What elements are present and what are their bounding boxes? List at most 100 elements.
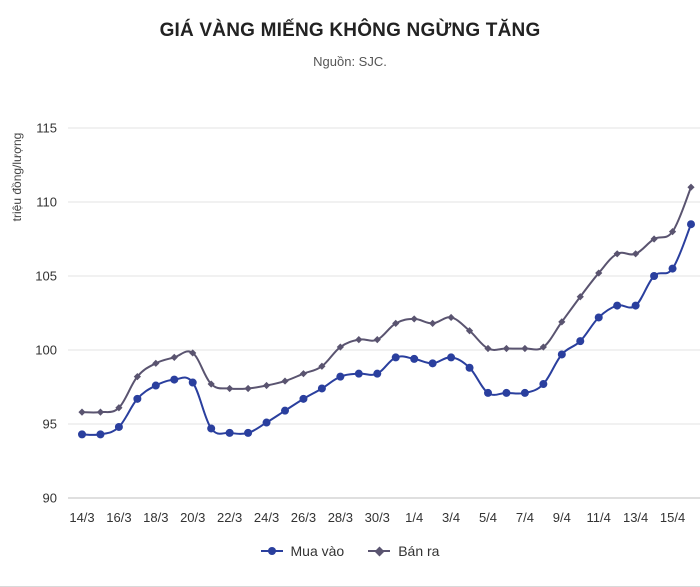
data-point-diamond xyxy=(632,250,640,258)
data-point-diamond xyxy=(576,293,584,301)
x-tick-label: 30/3 xyxy=(365,510,390,525)
x-tick-label: 5/4 xyxy=(479,510,497,525)
data-point-diamond xyxy=(133,373,141,381)
x-tick-label: 15/4 xyxy=(660,510,685,525)
y-tick-label: 115 xyxy=(36,121,57,136)
data-point-diamond xyxy=(410,315,418,323)
data-point-circle xyxy=(428,359,437,368)
x-tick-label: 16/3 xyxy=(106,510,131,525)
data-point-circle xyxy=(299,394,308,403)
x-tick-label: 28/3 xyxy=(328,510,353,525)
legend: Mua vào Bán ra xyxy=(0,543,700,559)
data-point-diamond xyxy=(465,327,474,335)
data-point-circle xyxy=(502,388,511,397)
y-tick-label: 105 xyxy=(35,269,57,284)
data-point-diamond xyxy=(429,319,437,327)
data-point-circle xyxy=(188,378,197,387)
data-point-diamond xyxy=(392,319,400,327)
data-point-circle xyxy=(650,272,659,280)
data-point-circle xyxy=(447,353,456,362)
data-point-diamond xyxy=(558,318,566,326)
data-point-diamond xyxy=(318,362,326,370)
data-point-diamond xyxy=(96,408,105,416)
data-point-diamond xyxy=(355,336,363,344)
data-point-diamond xyxy=(170,353,178,361)
chart-title: GIÁ VÀNG MIẾNG KHÔNG NGỪNG TĂNG xyxy=(159,20,541,41)
data-point-diamond xyxy=(244,384,252,393)
data-point-circle xyxy=(170,375,179,384)
data-point-diamond xyxy=(668,228,677,236)
data-point-diamond xyxy=(336,343,344,351)
data-point-circle xyxy=(391,353,400,362)
data-point-circle xyxy=(484,388,492,397)
data-point-diamond xyxy=(78,408,86,416)
data-point-diamond xyxy=(115,404,123,412)
data-point-circle xyxy=(114,422,123,431)
legend-label-mua-vao: Mua vào xyxy=(290,543,345,559)
data-point-circle xyxy=(207,424,216,433)
data-point-diamond xyxy=(539,343,547,351)
data-point-diamond xyxy=(152,359,160,367)
legend-label-ban-ra: Bán ra xyxy=(398,543,440,559)
data-point-circle xyxy=(244,428,253,437)
y-tick-label: 110 xyxy=(36,195,57,210)
data-point-circle xyxy=(317,384,326,393)
data-point-circle xyxy=(78,430,86,439)
data-point-circle xyxy=(336,372,345,381)
data-point-circle xyxy=(151,381,160,390)
data-point-circle xyxy=(687,220,695,229)
data-point-diamond xyxy=(447,313,455,322)
data-point-diamond xyxy=(189,349,197,357)
data-point-diamond xyxy=(613,250,621,258)
data-point-diamond xyxy=(595,269,603,277)
data-point-circle xyxy=(668,264,677,273)
x-tick-label: 26/3 xyxy=(291,510,316,525)
data-point-diamond xyxy=(299,370,308,378)
data-point-circle xyxy=(96,430,105,439)
y-tick-label: 95 xyxy=(43,417,57,432)
x-tick-label: 3/4 xyxy=(442,510,460,525)
x-tick-label: 18/3 xyxy=(143,510,168,525)
legend-marker-diamond-icon xyxy=(368,546,391,556)
data-point-diamond xyxy=(502,344,511,353)
data-point-circle xyxy=(631,301,640,310)
data-point-circle xyxy=(539,380,548,389)
x-tick-label: 1/4 xyxy=(405,510,423,525)
series-line-1 xyxy=(81,186,692,414)
data-point-circle xyxy=(576,337,585,346)
x-tick-label: 22/3 xyxy=(217,510,242,525)
x-tick-label: 11/4 xyxy=(587,510,611,525)
data-point-diamond xyxy=(207,380,215,388)
data-point-diamond xyxy=(687,183,695,191)
y-tick-label: 100 xyxy=(35,343,57,358)
data-point-circle xyxy=(410,354,419,363)
data-point-diamond xyxy=(226,384,234,393)
data-point-circle xyxy=(133,394,142,403)
x-tick-label: 24/3 xyxy=(254,510,279,525)
series-line-0 xyxy=(81,223,692,436)
x-tick-label: 13/4 xyxy=(623,510,648,525)
x-tick-label: 9/4 xyxy=(553,510,571,525)
data-point-circle xyxy=(354,369,363,378)
data-point-diamond xyxy=(521,344,529,353)
legend-item-mua-vao: Mua vào xyxy=(260,543,345,559)
x-tick-label: 7/4 xyxy=(516,510,534,525)
data-point-diamond xyxy=(281,377,289,385)
data-point-circle xyxy=(613,301,622,310)
legend-item-ban-ra: Bán ra xyxy=(368,543,439,559)
x-tick-label: 20/3 xyxy=(180,510,205,525)
x-tick-label: 14/3 xyxy=(69,510,94,525)
y-tick-label: 90 xyxy=(43,491,57,506)
data-point-circle xyxy=(281,406,289,415)
data-point-diamond xyxy=(650,235,658,243)
data-point-circle xyxy=(520,388,529,397)
legend-marker-circle-icon xyxy=(260,547,283,555)
data-point-circle xyxy=(557,350,566,359)
data-point-circle xyxy=(225,428,234,437)
data-point-circle xyxy=(465,363,474,372)
data-point-diamond xyxy=(262,381,271,390)
data-point-diamond xyxy=(373,336,381,344)
data-point-circle xyxy=(262,418,271,427)
